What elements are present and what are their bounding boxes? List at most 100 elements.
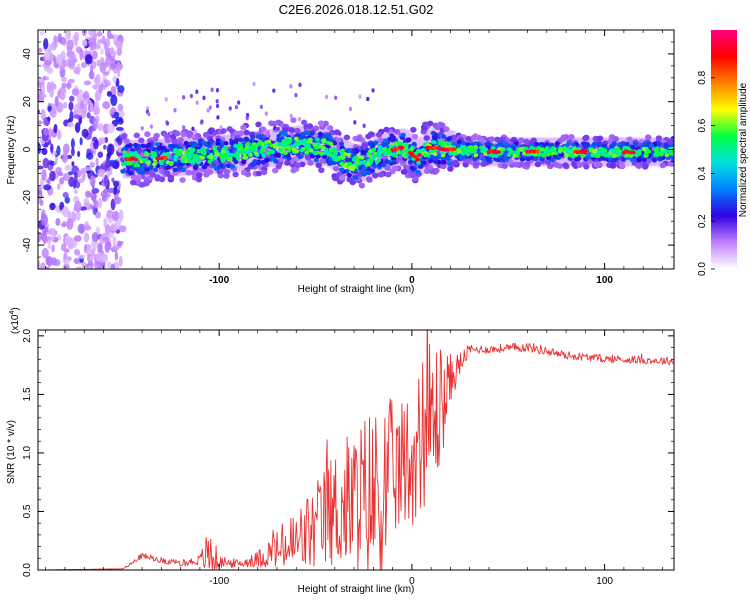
spectrogram-ridge-blob	[595, 153, 601, 158]
spectrogram-ytick-label: -40	[22, 237, 33, 252]
spectrogram-ridge-blob	[645, 134, 652, 141]
spectrogram-ridge-blob	[630, 144, 636, 150]
spectrogram-ridge-blob	[272, 143, 278, 148]
spectrogram-noise-blob	[68, 50, 76, 60]
spectrogram-ridge-blob	[367, 141, 374, 147]
spectrogram-noise-blob	[38, 47, 43, 53]
spectrogram-ridge-blob	[518, 147, 523, 152]
spectrogram-ridge-blob	[313, 145, 319, 150]
spectrogram-ridge-blob	[313, 151, 318, 156]
spectrogram-ridge-blob	[565, 141, 572, 147]
spectrogram-noise-blob	[57, 33, 62, 44]
spectrogram-outlier-blob	[289, 84, 293, 89]
spectrogram-noise-blob	[103, 61, 110, 68]
spectrogram-outlier-blob	[149, 124, 154, 129]
spectrogram-ridge-blob	[407, 159, 414, 165]
spectrogram-ridge-blob	[485, 141, 491, 147]
spectrogram-ridge-blob	[153, 132, 160, 139]
spectrogram-noise-blob	[97, 168, 105, 178]
spectrogram-noise-blob	[38, 231, 42, 243]
colorbar: 0.0 0.2 0.4 0.6 0.8 Normalized spectral ampl…	[697, 30, 749, 276]
spectrogram-noise-blob	[74, 103, 82, 115]
spectrogram-ridge-blob	[135, 167, 141, 173]
spectrogram-noise-blob	[62, 143, 70, 155]
spectrogram-noise-blob	[81, 262, 87, 268]
spectrogram-ridge-blob	[410, 126, 417, 133]
spectrogram-noise-blob	[40, 214, 49, 226]
spectrogram-noise-blob	[93, 140, 99, 150]
spectrogram-ridge-blob	[546, 149, 551, 154]
spectrogram-ridge-blob	[201, 148, 207, 153]
spectrogram-noise-blob	[47, 105, 52, 112]
spectrogram-ridge-blob	[180, 131, 187, 138]
spectrogram-ridge-blob	[225, 150, 230, 155]
spectrogram-ridge-blob	[312, 142, 317, 147]
spectrogram-ridge-blob	[159, 161, 164, 166]
spectrogram-outlier-blob	[266, 129, 270, 135]
spectrogram-noise-blob	[64, 196, 71, 204]
spectrogram-ridge-blob	[306, 123, 314, 129]
spectrogram-ridge-blob	[438, 122, 446, 129]
spectrogram-ridge-blob	[152, 162, 157, 167]
spectrogram-panel: -100 0 100 -40 -20 0 20 40 Height of straight l…	[6, 29, 675, 295]
spectrogram-ridge-blob	[299, 148, 304, 153]
spectrogram-ridge-blob	[446, 161, 453, 167]
spectrogram-noise-blob	[40, 93, 47, 98]
spectrogram-ridge-blob	[291, 147, 297, 152]
spectrogram-outlier-blob	[362, 123, 366, 129]
spectrogram-ridge-blob	[443, 126, 450, 133]
spectrogram-noise-blob	[95, 157, 99, 166]
spectrogram-outlier-blob	[324, 94, 329, 100]
spectrogram-ytick-label: -20	[22, 190, 33, 205]
spectrogram-outlier-blob	[147, 111, 151, 117]
spectrogram-noise-blob	[73, 114, 81, 119]
colorbar-tick-label: 0.2	[697, 214, 708, 228]
spectrogram-noise-blob	[77, 150, 81, 157]
spectrogram-ridge-blob	[483, 151, 488, 156]
spectrogram-ridge-blob	[441, 159, 447, 165]
spectrogram-noise-blob	[41, 147, 48, 156]
spectrogram-noise-blob	[91, 84, 100, 90]
spectrogram-ridge-blob	[372, 172, 379, 179]
spectrogram-noise-blob	[53, 123, 58, 134]
spectrogram-ridge-blob	[212, 145, 218, 150]
spectrogram-ridge-blob	[129, 179, 137, 186]
spectrogram-ridge-blob	[380, 162, 387, 168]
spectrogram-noise-blob	[78, 254, 86, 259]
spectrogram-ridge-blob	[584, 142, 590, 148]
spectrogram-outlier-blob	[358, 94, 362, 99]
spectrogram-noise-blob	[75, 210, 81, 220]
spectrogram-ridge-blob	[620, 156, 626, 162]
spectrogram-noise-blob	[88, 30, 97, 37]
spectrogram-ridge-blob	[344, 168, 350, 174]
spectrogram-noise-blob	[42, 157, 50, 169]
spectrogram-noise-blob	[102, 101, 111, 110]
spectrogram-ridge-blob	[338, 167, 345, 173]
spectrogram-noise-blob	[97, 242, 103, 254]
spectrogram-ridge-blob	[376, 158, 382, 163]
spectrogram-noise-blob	[61, 153, 68, 164]
spectrogram-ridge-blob	[503, 157, 510, 162]
spectrogram-ridge-blob	[337, 155, 343, 160]
spectrogram-ridge-blob	[297, 154, 304, 160]
spectrogram-outlier-blob	[208, 129, 212, 135]
spectrogram-ridge-blob	[229, 152, 234, 158]
spectrogram-noise-blob	[39, 177, 45, 190]
spectrogram-ridge-blob	[339, 150, 344, 155]
spectrogram-ridge-blob	[165, 160, 171, 165]
spectrogram-noise-blob	[63, 248, 70, 253]
spectrogram-ridge-blob	[596, 150, 601, 155]
spectrogram-noise-blob	[90, 60, 97, 70]
spectrogram-ridge-blob	[394, 128, 401, 135]
spectrogram-noise-blob	[106, 209, 114, 221]
spectrogram-noise-blob	[68, 176, 75, 188]
spectrogram-outlier-blob	[338, 131, 342, 136]
spectrogram-outlier-blob	[191, 126, 195, 132]
spectrogram-outlier-blob	[298, 82, 302, 88]
spectrogram-ridge-blob	[196, 160, 201, 165]
spectrogram-ridge-blob	[232, 171, 239, 178]
spectrogram-ridge-blob	[352, 175, 358, 180]
spectrogram-outlier-blob	[216, 115, 220, 120]
spectrogram-noise-blob	[71, 161, 75, 167]
spectrogram-ridge-blob	[334, 157, 339, 162]
